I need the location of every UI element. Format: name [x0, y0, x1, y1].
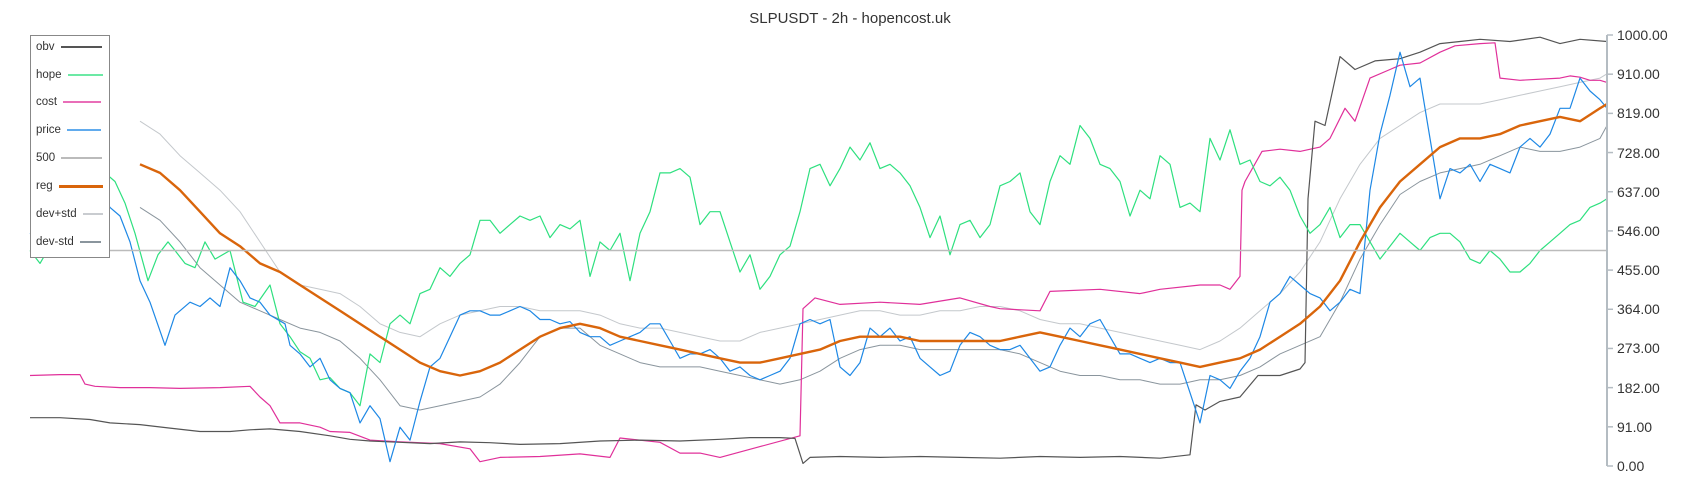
legend-swatch-obv — [60, 46, 102, 48]
y-axis — [1606, 34, 1613, 467]
series-price — [29, 51, 1608, 463]
legend-label: dev-std — [36, 236, 74, 248]
legend-item-hope[interactable]: hope — [36, 67, 103, 83]
legend-item-dev-plus-std[interactable]: dev+std — [36, 206, 103, 222]
legend-swatch-reg — [58, 184, 103, 188]
y-tick-label: 819.00 — [1617, 105, 1660, 122]
series-dev-plus-minus-std — [139, 73, 1608, 351]
y-tick-label: 0.00 — [1617, 458, 1645, 474]
legend-label: 500 — [36, 152, 56, 164]
legend-label: dev+std — [36, 208, 77, 220]
legend-label: reg — [36, 180, 53, 192]
chart-title: SLPUSDT - 2h - hopencost.uk — [749, 10, 951, 27]
series-dev-minus-std — [139, 125, 1608, 411]
legend-item-obv[interactable]: obv — [36, 39, 102, 55]
legend-swatch-cost — [63, 101, 102, 103]
legend-label: price — [36, 124, 61, 136]
y-tick-label: 728.00 — [1617, 144, 1660, 161]
series-obv — [30, 36, 1608, 464]
y-tick-label: 364.00 — [1617, 301, 1660, 318]
legend-label: obv — [36, 41, 55, 53]
legend-label: cost — [36, 96, 58, 108]
y-tick-label: 910.00 — [1617, 66, 1660, 83]
series-hope — [29, 124, 1608, 407]
legend-item-cost[interactable]: cost — [36, 94, 102, 110]
y-tick-label: 546.00 — [1617, 222, 1660, 239]
legend-swatch-dev-minus-std — [79, 241, 101, 243]
legend-item-reg[interactable]: reg — [36, 178, 103, 194]
legend-swatch-hope — [67, 74, 103, 76]
legend-item-price[interactable]: price — [36, 122, 101, 138]
legend: obv hope cost price 500 reg dev+std dev-… — [30, 35, 110, 258]
legend-item-dev-minus-std[interactable]: dev-std — [36, 234, 101, 250]
legend-swatch-dev-plus-std — [82, 213, 103, 215]
series-reg — [139, 102, 1608, 377]
y-tick-label: 637.00 — [1617, 183, 1660, 200]
legend-swatch-price — [66, 129, 101, 131]
y-tick-label: 455.00 — [1617, 262, 1660, 279]
legend-swatch-500 — [61, 157, 103, 159]
y-tick-label: 91.00 — [1617, 418, 1653, 435]
legend-label: hope — [36, 69, 62, 81]
series-layer — [29, 36, 1608, 464]
y-tick-label: 273.00 — [1617, 340, 1660, 357]
y-tick-label: 1000.00 — [1617, 27, 1668, 43]
series-cost — [29, 42, 1608, 463]
legend-item-500[interactable]: 500 — [36, 150, 103, 166]
y-tick-label: 182.00 — [1617, 379, 1660, 396]
